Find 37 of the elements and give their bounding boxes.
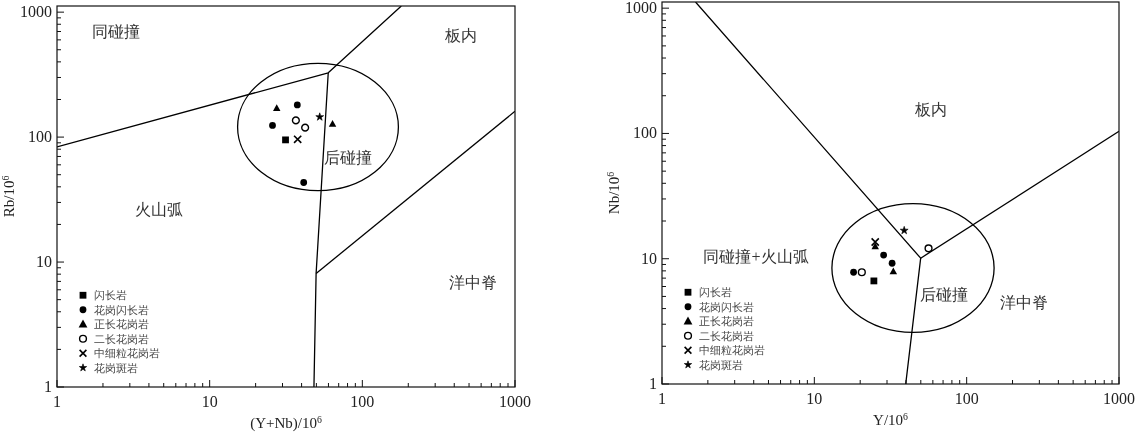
annotation: 板内 [914, 101, 947, 118]
x-tick-label: 100 [954, 390, 979, 407]
annotation: 后碰撞 [920, 286, 968, 303]
y-tick-label: 1000 [20, 3, 52, 21]
legend-label: 中细粒花岗岩 [94, 347, 160, 360]
legend-label: 正长花岗岩 [94, 318, 149, 331]
legend-label: 闪长岩 [94, 289, 127, 302]
x-tick-label: 10 [806, 390, 823, 407]
x-tick-label: 100 [350, 393, 375, 410]
legend-label: 中细粒花岗岩 [699, 344, 765, 357]
y-tick-label: 1 [649, 375, 657, 392]
annotation: 板内 [444, 27, 477, 44]
legend-label: 二长花岗岩 [699, 329, 754, 342]
x-axis-title: (Y+Nb)/10$^{6}$ [250, 413, 322, 432]
annotation: 洋中脊 [449, 274, 497, 291]
y-tick-label: 10 [36, 253, 52, 271]
annotation: 洋中脊 [1000, 294, 1048, 311]
x-axis-title: Y/10$^{6}$ [873, 410, 909, 428]
y-tick-label: 1000 [625, 0, 657, 17]
y-tick-label: 100 [633, 124, 657, 142]
legend-label: 花岗斑岩 [699, 358, 743, 371]
legend-label: 正长花岗岩 [699, 315, 754, 328]
legend-label: 花岗斑岩 [94, 361, 138, 374]
y-tick-label: 1 [44, 378, 52, 395]
annotation: 同碰撞+火山弧 [703, 248, 809, 265]
legend-label: 花岗闪长岩 [699, 300, 754, 313]
x-tick-label: 10 [201, 393, 218, 410]
annotation: 同碰撞 [92, 23, 140, 40]
legend-label: 闪长岩 [699, 286, 732, 299]
x-tick-label: 1000 [1103, 390, 1135, 407]
annotation: 后碰撞 [324, 149, 372, 166]
x-tick-label: 1000 [499, 393, 531, 410]
legend-label: 花岗闪长岩 [94, 303, 149, 316]
y-tick-label: 10 [641, 249, 657, 267]
y-tick-label: 100 [28, 128, 52, 146]
legend-label: 二长花岗岩 [94, 332, 149, 345]
annotation: 火山弧 [135, 201, 183, 218]
